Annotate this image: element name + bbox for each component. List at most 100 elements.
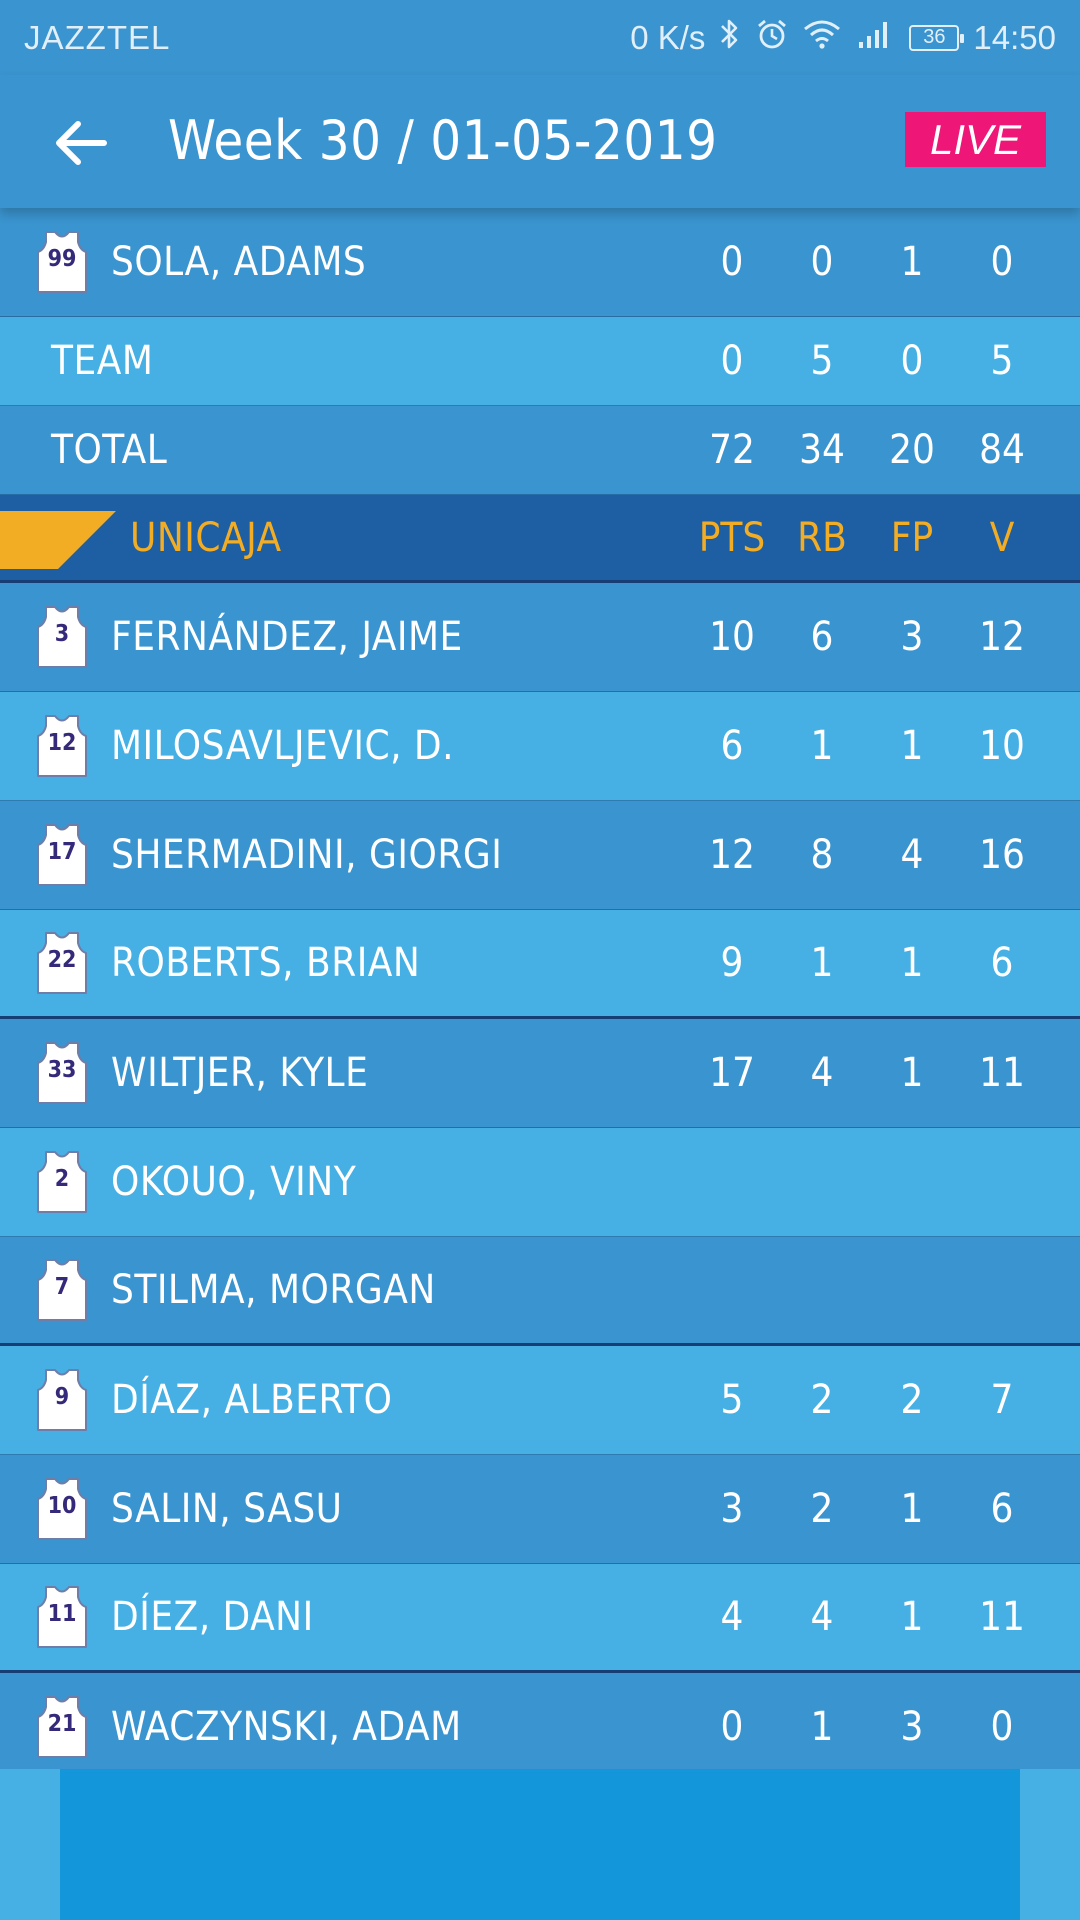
jersey-icon: 21: [37, 1695, 87, 1759]
stat-fp: 3: [900, 614, 924, 660]
jersey-number: 2: [54, 1166, 70, 1192]
table-row[interactable]: 99 SOLA, ADAMS 0 0 1 0: [0, 208, 1080, 317]
player-name: WACZYNSKI, ADAM: [111, 1704, 462, 1750]
stat-rb: 2: [810, 1486, 834, 1532]
jersey-number: 22: [47, 947, 77, 973]
stat-pts: 10: [709, 614, 755, 660]
player-name: DÍAZ, ALBERTO: [111, 1377, 393, 1423]
bottom-panel: [60, 1769, 1020, 1920]
stat-v: 11: [979, 1050, 1025, 1096]
stat-rb: 6: [810, 614, 834, 660]
table-row[interactable]: 2 OKOUO, VINY: [0, 1128, 1080, 1237]
jersey-icon: 7: [37, 1258, 87, 1322]
stat-fp: 20: [889, 427, 935, 473]
team-row: TEAM 0 5 0 5: [0, 317, 1080, 406]
player-name: SALIN, SASU: [111, 1486, 343, 1532]
player-name: STILMA, MORGAN: [111, 1267, 436, 1313]
player-name: FERNÁNDEZ, JAIME: [111, 614, 463, 660]
table-row[interactable]: 33 WILTJER, KYLE 17 4 1 11: [0, 1019, 1080, 1128]
back-button[interactable]: [52, 113, 112, 173]
jersey-number: 10: [47, 1493, 77, 1519]
jersey-number: 12: [47, 730, 77, 756]
bluetooth-icon: [719, 17, 741, 59]
stats-table: 99 SOLA, ADAMS 0 0 1 0 TEAM 0 5 0 5 TOTA…: [0, 208, 1080, 1782]
carrier-name: JAZZTEL: [24, 18, 171, 56]
total-label: TOTAL: [51, 427, 168, 473]
jersey-number: 99: [47, 246, 77, 272]
column-header-pts[interactable]: PTS: [698, 514, 766, 561]
stat-pts: [692, 1237, 772, 1343]
table-row[interactable]: 22 ROBERTS, BRIAN 9 1 1 6: [0, 910, 1080, 1019]
column-header-fp[interactable]: FP: [890, 514, 934, 561]
jersey-number: 21: [47, 1711, 77, 1737]
status-bar: JAZZTEL 0 K/s 36 14:50: [0, 0, 1080, 75]
table-row[interactable]: 17 SHERMADINI, GIORGI 12 8 4 16: [0, 801, 1080, 910]
table-row[interactable]: 21 WACZYNSKI, ADAM 0 1 3 0: [0, 1673, 1080, 1782]
stat-rb: 1: [810, 1704, 834, 1750]
jersey-icon: 12: [37, 714, 87, 778]
table-row[interactable]: 7 STILMA, MORGAN: [0, 1237, 1080, 1346]
player-name: MILOSAVLJEVIC, D.: [111, 723, 455, 769]
jersey-icon: 2: [37, 1150, 87, 1214]
stat-pts: 4: [720, 1594, 744, 1640]
stat-rb: 2: [810, 1377, 834, 1423]
stat-v: 16: [979, 832, 1025, 878]
table-row[interactable]: 3 FERNÁNDEZ, JAIME 10 6 3 12: [0, 583, 1080, 692]
stat-v: 84: [979, 427, 1025, 473]
stat-rb: 4: [810, 1050, 834, 1096]
stat-v: 10: [979, 723, 1025, 769]
stat-pts: 0: [720, 338, 744, 384]
stat-pts: 9: [720, 940, 744, 986]
stat-fp: [872, 1237, 952, 1343]
team-name: UNICAJA: [130, 514, 282, 561]
jersey-icon: 33: [37, 1041, 87, 1105]
team-flag-icon: [0, 511, 116, 569]
status-icons: 0 K/s 36 14:50: [630, 17, 1056, 59]
jersey-icon: 3: [37, 605, 87, 669]
stat-fp: 1: [900, 1486, 924, 1532]
stat-fp: 1: [900, 1050, 924, 1096]
player-name: SHERMADINI, GIORGI: [111, 832, 503, 878]
jersey-icon: 10: [37, 1477, 87, 1541]
stat-v: 12: [979, 614, 1025, 660]
stat-rb: 1: [810, 723, 834, 769]
stat-pts: 0: [720, 1704, 744, 1750]
table-row[interactable]: 11 DÍEZ, DANI 4 4 1 11: [0, 1564, 1080, 1673]
signal-icon: [855, 18, 895, 58]
stat-v: 11: [979, 1594, 1025, 1640]
stat-v: 0: [990, 1704, 1014, 1750]
network-speed: 0 K/s: [630, 18, 706, 56]
stat-v: [962, 1237, 1042, 1343]
stat-fp: 1: [900, 239, 924, 285]
team-label: TEAM: [51, 338, 154, 384]
stat-v: 6: [990, 1486, 1014, 1532]
stat-rb: 4: [810, 1594, 834, 1640]
stat-fp: [872, 1128, 952, 1236]
stat-v: 7: [990, 1377, 1014, 1423]
stat-v: 6: [990, 940, 1014, 986]
wifi-icon: [803, 18, 841, 58]
jersey-icon: 22: [37, 931, 87, 995]
stat-rb: 1: [810, 940, 834, 986]
jersey-number: 3: [54, 621, 70, 647]
stat-pts: 5: [720, 1377, 744, 1423]
column-header-v[interactable]: V: [989, 514, 1015, 561]
clock: 14:50: [973, 18, 1056, 56]
stat-rb: 8: [810, 832, 834, 878]
live-badge: LIVE: [905, 112, 1046, 167]
stat-pts: 3: [720, 1486, 744, 1532]
stat-pts: 17: [709, 1050, 755, 1096]
player-name: SOLA, ADAMS: [111, 239, 367, 285]
battery-level: 36: [923, 26, 946, 48]
table-row[interactable]: 10 SALIN, SASU 3 2 1 6: [0, 1455, 1080, 1564]
stat-fp: 4: [900, 832, 924, 878]
column-header-rb[interactable]: RB: [797, 514, 847, 561]
table-row[interactable]: 9 DÍAZ, ALBERTO 5 2 2 7: [0, 1346, 1080, 1455]
stat-rb: 5: [810, 338, 834, 384]
team-header: UNICAJA PTS RB FP V: [0, 495, 1080, 583]
table-row[interactable]: 12 MILOSAVLJEVIC, D. 6 1 1 10: [0, 692, 1080, 801]
jersey-icon: 17: [37, 823, 87, 887]
stat-v: 5: [990, 338, 1014, 384]
jersey-number: 9: [54, 1384, 70, 1410]
player-name: OKOUO, VINY: [111, 1159, 357, 1205]
